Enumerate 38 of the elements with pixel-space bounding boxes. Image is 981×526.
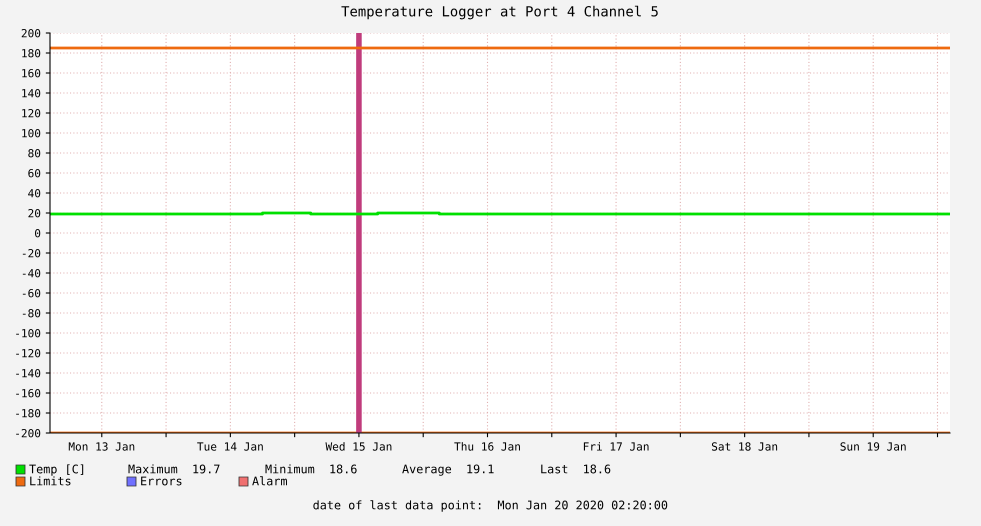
y-tick-label: -160 <box>16 389 40 398</box>
x-tick-label: Tue 14 Jan <box>197 442 263 451</box>
text: date of last data point: Mon Jan 20 2020 02:20:00 <box>313 500 668 512</box>
text: Last 18.6 <box>541 464 610 474</box>
text: Minimum 18.6 <box>265 464 357 474</box>
x-tick-label: Fri 17 Jan <box>584 442 649 451</box>
y-tick-label: 180 <box>22 49 40 58</box>
y-tick-label: 80 <box>28 149 40 158</box>
y-tick-label: -40 <box>22 269 40 278</box>
y-tick-label: 120 <box>22 109 40 118</box>
y-tick-label: 140 <box>22 89 40 98</box>
x-tick-label: Sun 19 Jan <box>840 442 906 451</box>
x-tick-label: Mon 13 Jan <box>68 442 134 451</box>
y-tick-label: 0 <box>35 229 40 238</box>
x-tick-label: Thu 16 Jan <box>454 442 520 451</box>
x-tick-label: Wed 15 Jan <box>325 442 392 451</box>
y-tick-label: -200 <box>16 429 40 438</box>
text: Average 19.1 <box>402 464 494 476</box>
y-tick-label: 20 <box>28 209 40 218</box>
legend-label: Errors <box>141 476 182 486</box>
legend-label: Alarm <box>252 476 287 486</box>
y-tick-label: -100 <box>16 329 40 338</box>
x-tick-label: Sat 18 Jan <box>712 442 778 451</box>
y-tick-label: -140 <box>16 369 40 378</box>
text: Maximum 19.7 <box>128 464 220 474</box>
y-tick-label: -60 <box>22 289 40 298</box>
y-tick-label: -20 <box>22 249 40 258</box>
chart-title: Temperature Logger at Port 4 Channel 5 <box>341 6 658 20</box>
y-tick-label: -80 <box>22 309 40 318</box>
y-tick-label: -120 <box>16 349 40 358</box>
y-tick-label: 40 <box>28 189 40 198</box>
legend-label: Temp [C] <box>29 464 84 476</box>
y-tick-label: -180 <box>16 409 40 418</box>
y-tick-label: 60 <box>28 169 40 178</box>
y-tick-label: 200 <box>22 29 40 38</box>
y-tick-label: 100 <box>22 129 40 138</box>
legend-label: Limits <box>30 476 70 486</box>
y-tick-label: 160 <box>22 69 40 78</box>
